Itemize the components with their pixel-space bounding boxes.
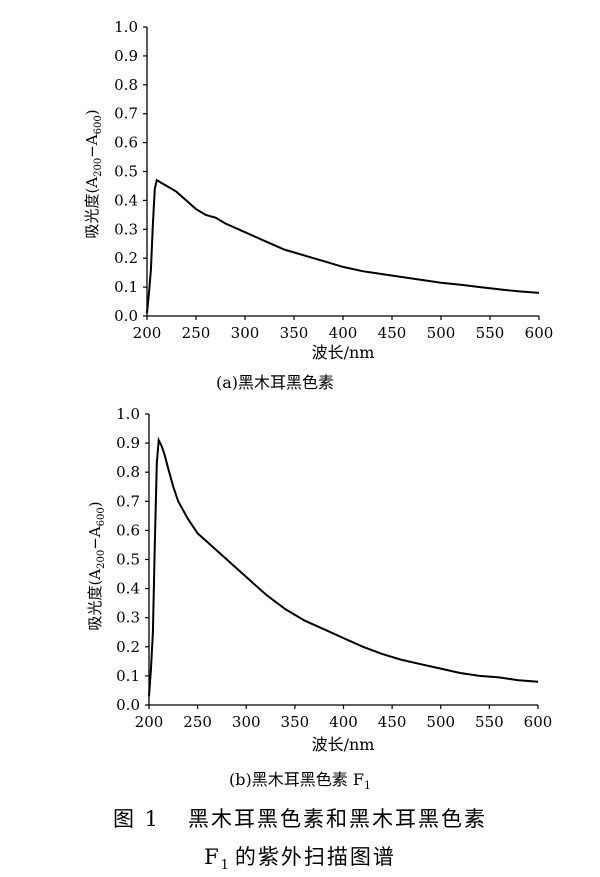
y-tick-label: 0.0 (116, 696, 140, 714)
panel-label: (b)黑木耳黑色素 F1 (229, 770, 371, 792)
y-tick-label: 0.9 (116, 434, 140, 452)
y-tick-label: 0.4 (114, 191, 138, 209)
caption-title-1: 黑木耳黑色素和黑木耳黑色素 (188, 807, 487, 831)
y-tick-label: 0.1 (114, 278, 138, 296)
x-tick-label: 350 (281, 713, 310, 731)
absorbance-curve-a (146, 178, 540, 314)
x-tick-label: 550 (476, 324, 505, 342)
figure-caption: 图 1 黑木耳黑色素和黑木耳黑色素 F1 的紫外扫描图谱 (113, 807, 487, 873)
x-ticks-b: 200 250 300 350 400 450 500 550 600 (135, 705, 553, 731)
y-tick-label: 0.3 (114, 220, 138, 238)
y-axis-label: 吸光度(A200−A600) (86, 501, 107, 630)
x-tick-label: 350 (280, 324, 309, 342)
y-tick-label: 0.2 (116, 638, 140, 656)
x-tick-label: 450 (378, 713, 407, 731)
y-tick-label: 1.0 (114, 18, 138, 36)
y-tick-label: 0.1 (116, 667, 140, 685)
x-tick-label: 250 (183, 713, 212, 731)
y-tick-label: 0.0 (114, 307, 138, 325)
y-tick-label: 0.8 (114, 76, 138, 94)
x-axis-label: 波长/nm (312, 735, 375, 754)
x-tick-label: 500 (426, 713, 455, 731)
x-axis-label: 波长/nm (312, 343, 375, 362)
x-tick-label: 400 (329, 324, 358, 342)
chart-panel-a: 0.0 0.1 0.2 0.3 0.4 0.5 0.6 0.7 0.8 0.9 1.0 200 250… (83, 18, 553, 392)
x-tick-label: 250 (182, 324, 211, 342)
caption-line-2: F1 的紫外扫描图谱 (204, 845, 396, 873)
x-tick-label: 550 (475, 713, 504, 731)
y-tick-label: 0.2 (114, 249, 138, 267)
x-tick-label: 300 (231, 324, 260, 342)
plot-area-b (148, 414, 538, 706)
x-tick-label: 300 (232, 713, 261, 731)
x-tick-label: 200 (135, 713, 164, 731)
x-tick-label: 400 (329, 713, 358, 731)
plot-area-a (146, 27, 539, 317)
x-tick-label: 600 (525, 324, 554, 342)
y-tick-label: 0.5 (116, 551, 140, 569)
y-tick-label: 1.0 (116, 405, 140, 423)
figure-number: 图 1 (113, 807, 160, 831)
x-tick-label: 500 (427, 324, 456, 342)
x-tick-label: 600 (524, 713, 553, 731)
y-tick-label: 0.6 (114, 134, 138, 152)
y-ticks-b: 0.0 0.1 0.2 0.3 0.4 0.5 0.6 0.7 0.8 0.9 1.0 (116, 405, 149, 714)
y-tick-label: 0.6 (116, 521, 140, 539)
y-tick-label: 0.8 (116, 463, 140, 481)
y-axis-label: 吸光度(A200−A600) (83, 109, 104, 238)
x-tick-label: 200 (133, 324, 162, 342)
y-tick-label: 0.4 (116, 580, 140, 598)
x-ticks-a: 200 250 300 350 400 450 500 550 600 (133, 316, 554, 342)
y-tick-label: 0.7 (116, 492, 140, 510)
y-tick-label: 0.7 (114, 105, 138, 123)
x-tick-label: 450 (378, 324, 407, 342)
y-ticks-a: 0.0 0.1 0.2 0.3 0.4 0.5 0.6 0.7 0.8 0.9 1.0 (114, 18, 147, 325)
absorbance-curve-b (148, 436, 539, 697)
y-tick-label: 0.3 (116, 609, 140, 627)
chart-panel-b: 0.0 0.1 0.2 0.3 0.4 0.5 0.6 0.7 0.8 0.9 1.0 200 250… (86, 405, 552, 792)
y-tick-label: 0.9 (114, 47, 138, 65)
caption-line-1: 图 1 黑木耳黑色素和黑木耳黑色素 (113, 807, 487, 831)
panel-label: (a)黑木耳黑色素 (216, 373, 334, 392)
y-tick-label: 0.5 (114, 163, 138, 181)
